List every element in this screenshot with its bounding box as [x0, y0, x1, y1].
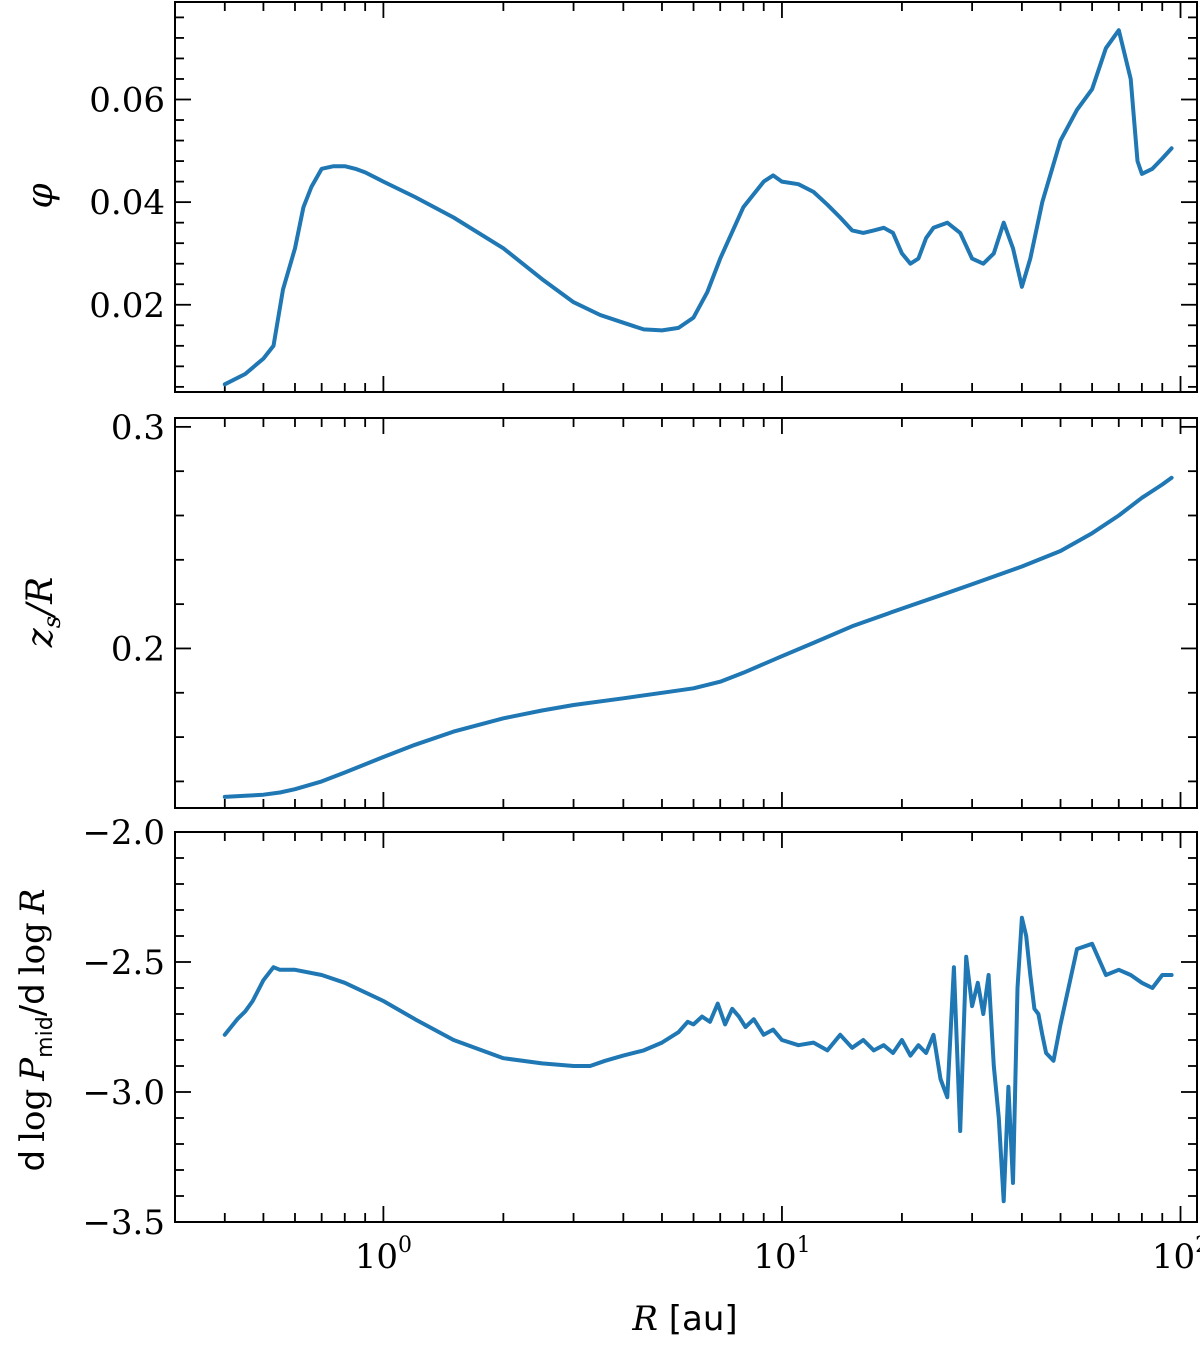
ylabel-mid-subscript: mid	[33, 1016, 58, 1058]
ylabel-log2: log	[13, 922, 53, 975]
y-tick-label: 0.04	[89, 183, 165, 223]
ylabel-phi: φ	[20, 183, 61, 209]
y-tick-label: 0.06	[89, 81, 165, 121]
series-line	[222, 915, 1174, 1204]
x-tick-label: 102	[1152, 1233, 1200, 1277]
ylabel-p: P	[13, 1057, 53, 1082]
panel-zs-over-r: 0.2 0.3	[111, 408, 1198, 809]
series-line	[222, 475, 1174, 799]
series-line	[222, 28, 1174, 387]
plot-frame	[174, 831, 1198, 1223]
panel-phi: 0.02 0.04 0.06	[89, 1, 1198, 393]
x-tick-label: 100	[355, 1233, 412, 1277]
y-tick-label: 0.2	[111, 629, 165, 669]
xlabel-unit: [au]	[658, 1299, 738, 1339]
plot-frame	[174, 417, 1198, 809]
y-tick-label: −3.5	[82, 1203, 165, 1243]
xlabel-r: R	[631, 1299, 658, 1339]
ylabel-log1: log	[13, 1089, 53, 1142]
ylabel-d1: d	[13, 1150, 53, 1172]
xlabel-r-au: R [au]	[631, 1299, 737, 1339]
ylabel-s-subscript: s	[38, 616, 66, 628]
y-tick-label: 0.3	[111, 408, 165, 448]
y-tick-label: 0.02	[89, 286, 165, 326]
ylabel-over-r: /R	[20, 577, 61, 619]
ylabel-z: z	[20, 627, 61, 648]
ylabel-dlogp-dlogr: d log Pmid/d log R	[13, 889, 58, 1172]
y-tick-label: −2.5	[82, 943, 165, 983]
plot-frame	[174, 1, 1198, 393]
ylabel-r: R	[13, 889, 53, 916]
ylabel-d2: /d	[13, 983, 53, 1016]
ylabel-zs-over-r: zs/R	[20, 577, 66, 649]
y-tick-label: −3.0	[82, 1073, 165, 1113]
panel-dlogp-dlogr: −3.5 −3.0 −2.5 −2.0 100 101 102	[82, 813, 1200, 1277]
x-tick-label: 101	[753, 1233, 810, 1277]
y-tick-label: −2.0	[82, 813, 165, 853]
